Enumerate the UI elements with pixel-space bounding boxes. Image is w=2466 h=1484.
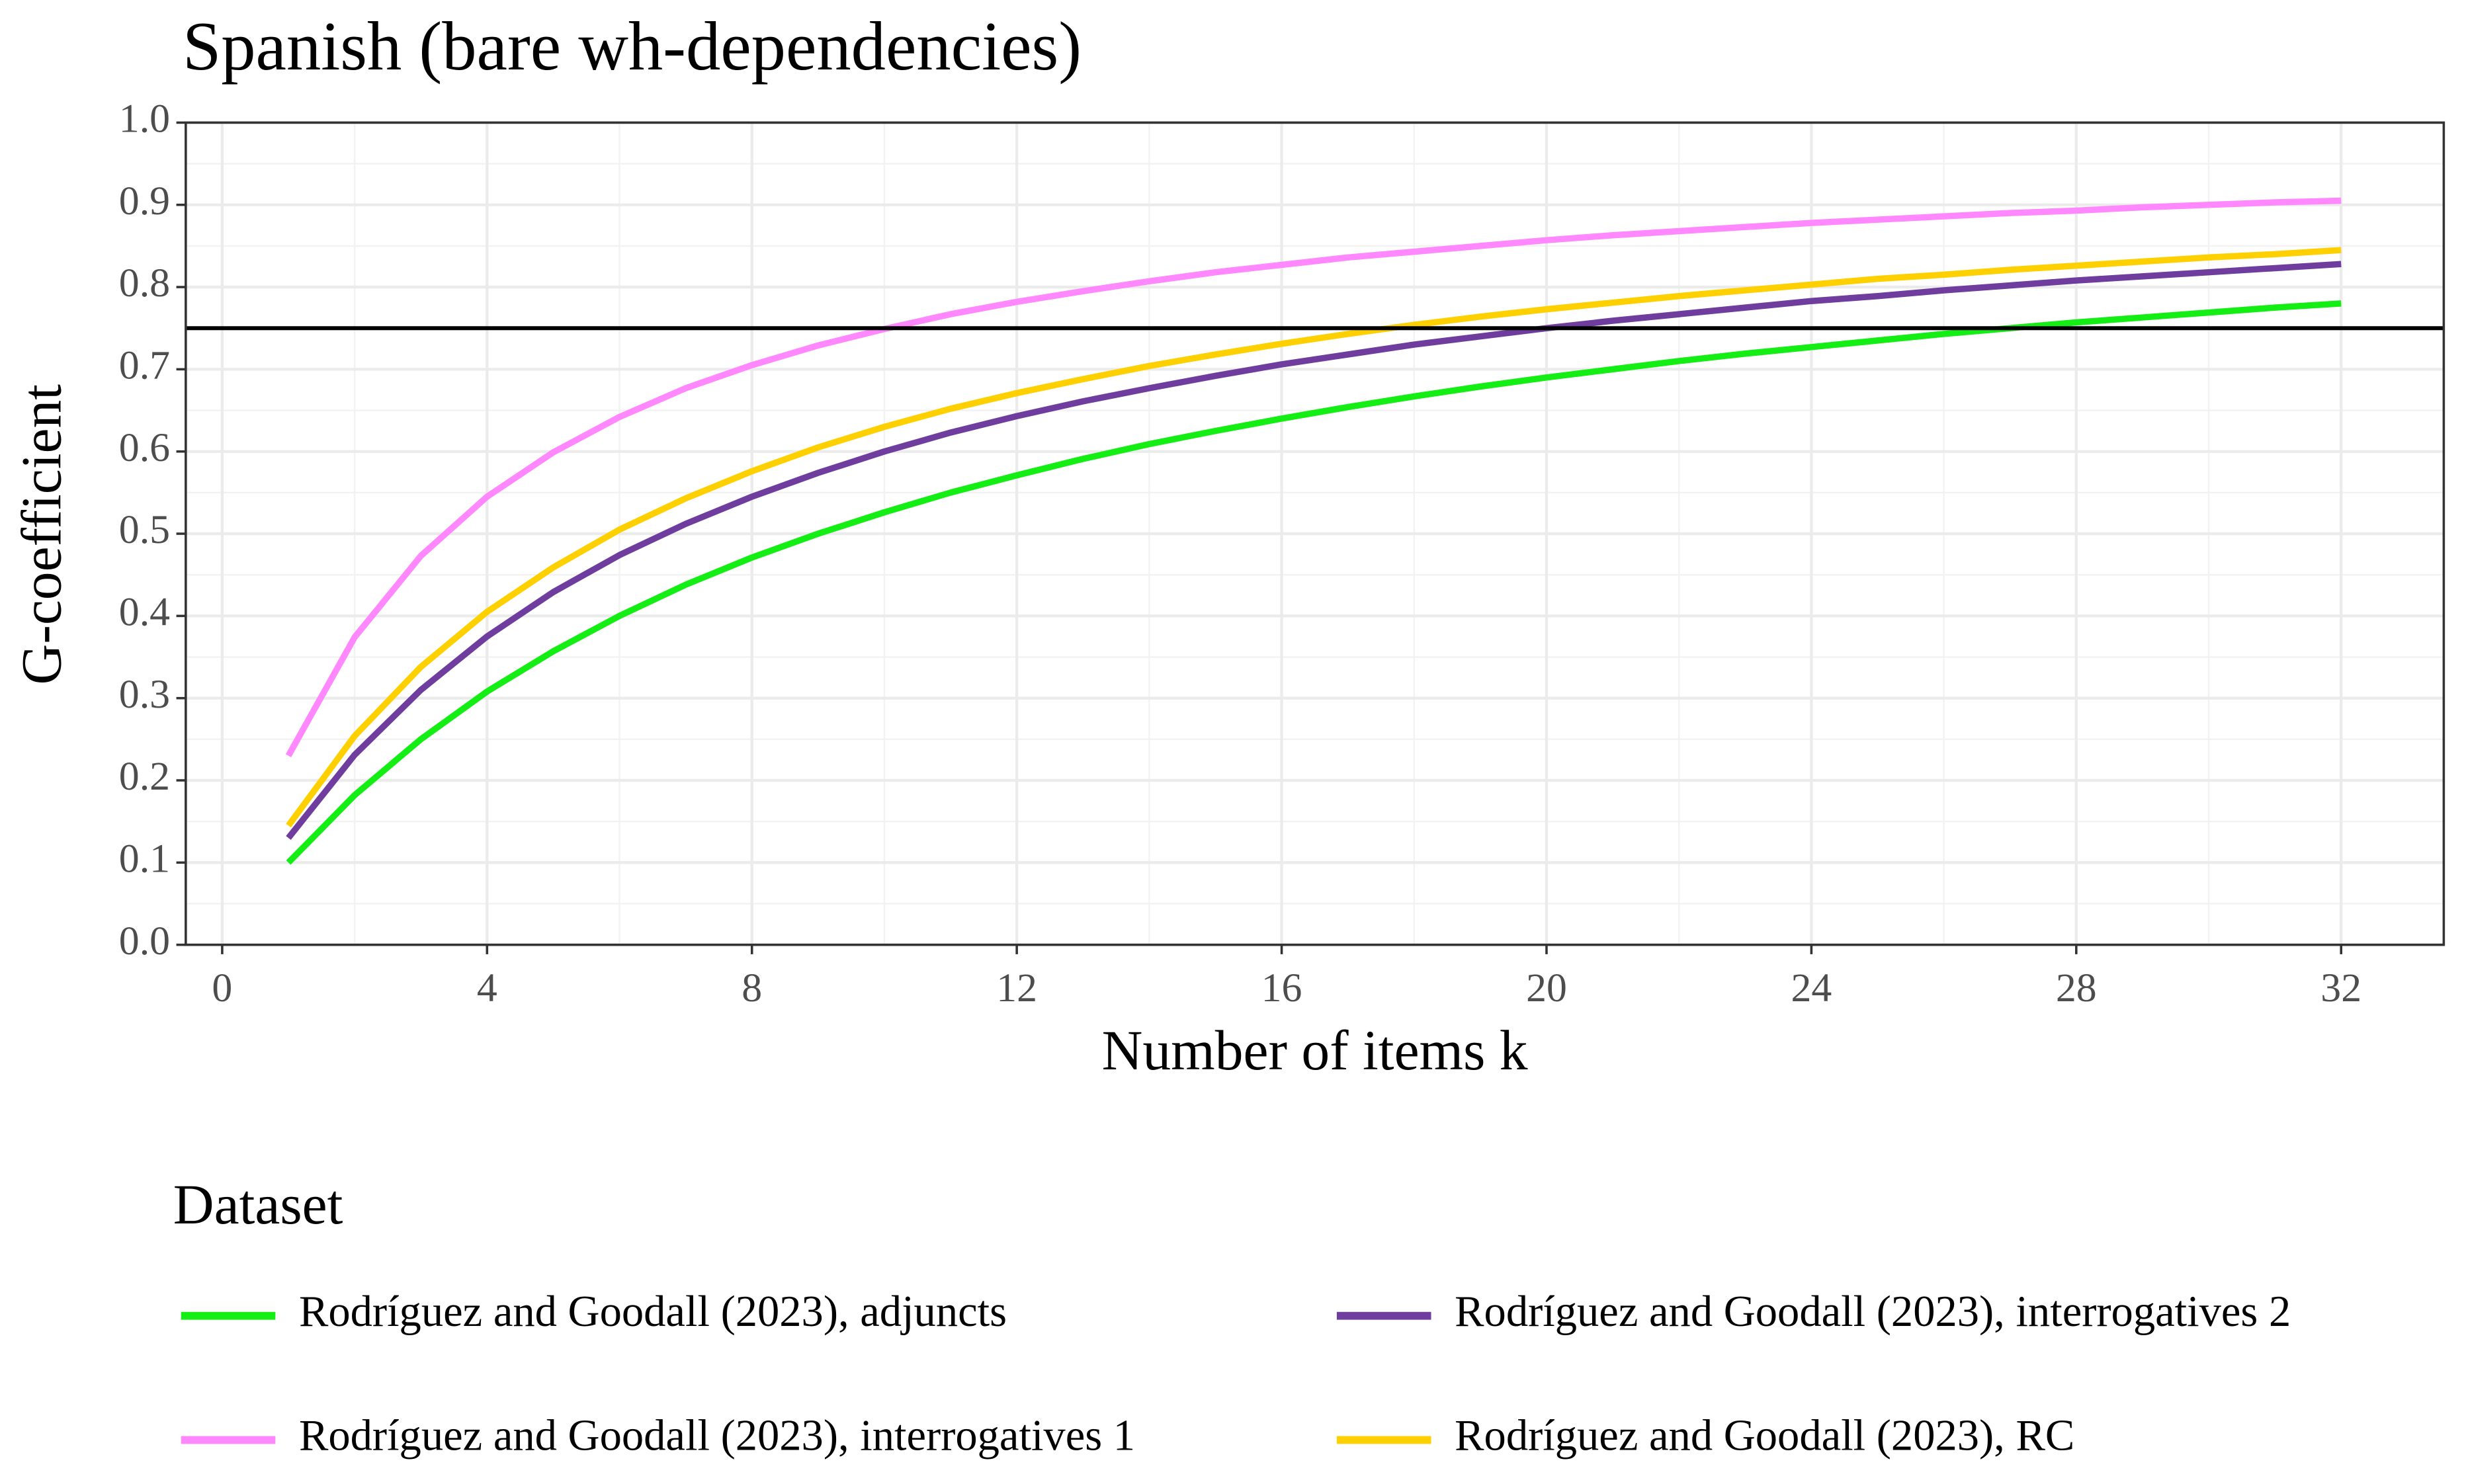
x-tick-label: 28: [2056, 966, 2097, 1010]
legend-title: Dataset: [173, 1173, 343, 1236]
x-tick-label: 20: [1526, 966, 1567, 1010]
chart-title: Spanish (bare wh-dependencies): [183, 8, 1082, 85]
y-tick-label: 0.3: [119, 672, 170, 717]
legend: Rodríguez and Goodall (2023), adjuncts Ro…: [181, 1288, 2291, 1460]
x-tick-label: 0: [212, 966, 232, 1010]
plot-marks: [185, 197, 2444, 865]
x-tick-label: 32: [2320, 966, 2361, 1010]
x-tick-label: 16: [1261, 966, 1302, 1010]
x-tick-label: 4: [477, 966, 497, 1010]
x-tick-label: 12: [996, 966, 1037, 1010]
y-tick-label: 0.7: [119, 343, 170, 388]
series-line: [286, 247, 2342, 828]
y-tick-label: 0.4: [119, 590, 170, 635]
y-tick-label: 0.0: [119, 919, 170, 964]
legend-label: Rodríguez and Goodall (2023), interrogat…: [1455, 1288, 2291, 1336]
legend-label: Rodríguez and Goodall (2023), interrogat…: [299, 1412, 1135, 1460]
y-tick-label: 0.1: [119, 837, 170, 882]
y-axis-label: G-coefficient: [10, 384, 73, 685]
series-line: [286, 261, 2342, 840]
y-tick-label: 0.9: [119, 179, 170, 224]
y-tick-label: 0.5: [119, 507, 170, 552]
y-tick-label: 0.6: [119, 425, 170, 470]
legend-label: Rodríguez and Goodall (2023), adjuncts: [299, 1288, 1007, 1336]
x-axis-label: Number of items k: [1102, 1019, 1528, 1082]
panel-border: [185, 121, 2445, 946]
x-tick-label: 8: [742, 966, 762, 1010]
y-tick-label: 0.8: [119, 261, 170, 306]
x-tick-label: 24: [1791, 966, 1832, 1010]
legend-label: Rodríguez and Goodall (2023), RC: [1455, 1412, 2074, 1460]
y-tick-label: 1.0: [119, 97, 170, 142]
y-tick-label: 0.2: [119, 754, 170, 799]
series-line: [285, 197, 2342, 758]
